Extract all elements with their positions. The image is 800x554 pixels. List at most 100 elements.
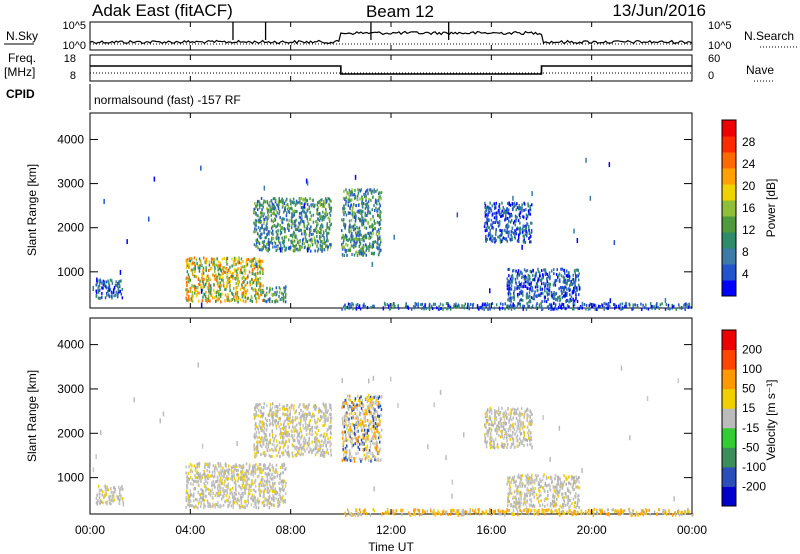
echo-cell bbox=[565, 274, 568, 278]
echo-cell bbox=[304, 197, 307, 201]
echo-cell bbox=[316, 234, 318, 238]
echo-cell bbox=[251, 495, 253, 499]
echo-cell bbox=[344, 402, 346, 405]
echo-cell bbox=[672, 305, 674, 309]
echo-cell bbox=[253, 230, 255, 234]
echo-cell bbox=[351, 191, 353, 195]
echo-cell bbox=[201, 476, 204, 480]
echo-cell bbox=[490, 223, 492, 227]
echo-cell bbox=[364, 304, 366, 308]
echo-cell bbox=[105, 291, 108, 295]
echo-cell bbox=[356, 421, 359, 425]
echo-cell bbox=[195, 286, 197, 289]
echo-cell bbox=[544, 268, 546, 272]
echo-cell bbox=[262, 420, 264, 424]
echo-cell bbox=[293, 247, 296, 251]
echo-cell bbox=[237, 300, 239, 304]
echo-cell bbox=[566, 298, 569, 302]
echo-cell bbox=[506, 239, 509, 243]
echo-cell bbox=[505, 231, 507, 235]
echo-cell bbox=[279, 472, 282, 476]
echo-cell bbox=[280, 298, 283, 301]
echo-cell bbox=[346, 243, 349, 247]
echo-cell bbox=[326, 244, 328, 248]
echo-cell bbox=[220, 268, 222, 272]
echo-cell bbox=[228, 495, 231, 499]
echo-cell bbox=[360, 395, 362, 399]
echo-cell bbox=[375, 400, 377, 404]
echo-cell bbox=[280, 422, 282, 426]
echo-cell bbox=[311, 440, 313, 444]
echo-cell bbox=[286, 416, 288, 420]
echo-cell bbox=[196, 480, 199, 484]
echo-cell bbox=[208, 277, 211, 281]
echo-cell bbox=[233, 491, 236, 495]
echo-cell bbox=[200, 500, 202, 504]
echo-cell bbox=[380, 458, 382, 462]
echo-cell bbox=[508, 299, 511, 303]
echo-cell bbox=[544, 269, 546, 273]
echo-cell bbox=[442, 307, 444, 311]
echo-cell bbox=[367, 437, 369, 441]
echo-cell bbox=[378, 202, 381, 206]
echo-cell bbox=[319, 441, 321, 445]
echo-cell bbox=[278, 403, 281, 407]
echo-cell bbox=[282, 436, 285, 440]
echo-cell bbox=[102, 286, 104, 290]
echo-cell bbox=[515, 208, 517, 212]
echo-cell bbox=[202, 492, 204, 496]
echo-cell bbox=[282, 204, 284, 208]
echo-cell bbox=[281, 249, 283, 253]
echo-cell bbox=[243, 290, 245, 294]
echo-cell bbox=[300, 219, 302, 223]
echo-cell bbox=[524, 285, 526, 288]
echo-cell bbox=[512, 302, 514, 306]
echo-cell bbox=[209, 291, 212, 295]
echo-cell bbox=[204, 261, 207, 265]
echo-cell bbox=[215, 466, 218, 470]
echo-cell bbox=[360, 238, 363, 241]
echo-cell bbox=[283, 423, 285, 427]
echo-cell bbox=[548, 307, 550, 310]
echo-cell bbox=[508, 219, 510, 223]
echo-cell bbox=[275, 463, 278, 467]
echo-cell bbox=[457, 303, 460, 307]
echo-cell bbox=[229, 491, 231, 495]
echo-cell bbox=[227, 470, 230, 474]
echo-cell bbox=[563, 287, 565, 291]
echo-cell bbox=[190, 492, 192, 496]
echo-cell bbox=[325, 443, 328, 447]
echo-cell bbox=[301, 217, 303, 221]
echo-cell bbox=[305, 199, 307, 203]
echo-cell bbox=[367, 199, 370, 203]
echo-cell bbox=[197, 473, 200, 477]
echo-cell bbox=[326, 222, 328, 226]
echo-cell bbox=[350, 411, 352, 415]
echo-cell bbox=[112, 288, 115, 292]
echo-cell bbox=[320, 433, 322, 437]
echo-cell bbox=[287, 422, 289, 426]
echo-cell bbox=[375, 436, 377, 440]
echo-cell bbox=[526, 269, 529, 272]
echo-cell bbox=[193, 263, 196, 267]
echo-cell bbox=[227, 295, 229, 299]
echo-cell bbox=[98, 289, 101, 292]
echo-cell bbox=[528, 300, 530, 304]
echo-cell bbox=[608, 162, 611, 168]
echo-cell bbox=[329, 243, 332, 247]
echo-cell bbox=[373, 411, 375, 415]
echo-cell bbox=[250, 503, 253, 507]
echo-cell bbox=[225, 267, 227, 270]
echo-cell bbox=[268, 412, 271, 416]
echo-cell bbox=[203, 506, 205, 510]
echo-cell bbox=[119, 289, 121, 293]
echo-cell bbox=[316, 217, 319, 221]
echo-cell bbox=[263, 199, 265, 203]
echo-cell bbox=[361, 420, 364, 424]
echo-cell bbox=[518, 299, 521, 303]
echo-cell bbox=[272, 493, 274, 497]
echo-cell bbox=[289, 413, 291, 416]
echo-cell bbox=[224, 471, 226, 475]
echo-cell bbox=[386, 303, 388, 307]
echo-cell bbox=[504, 229, 506, 233]
